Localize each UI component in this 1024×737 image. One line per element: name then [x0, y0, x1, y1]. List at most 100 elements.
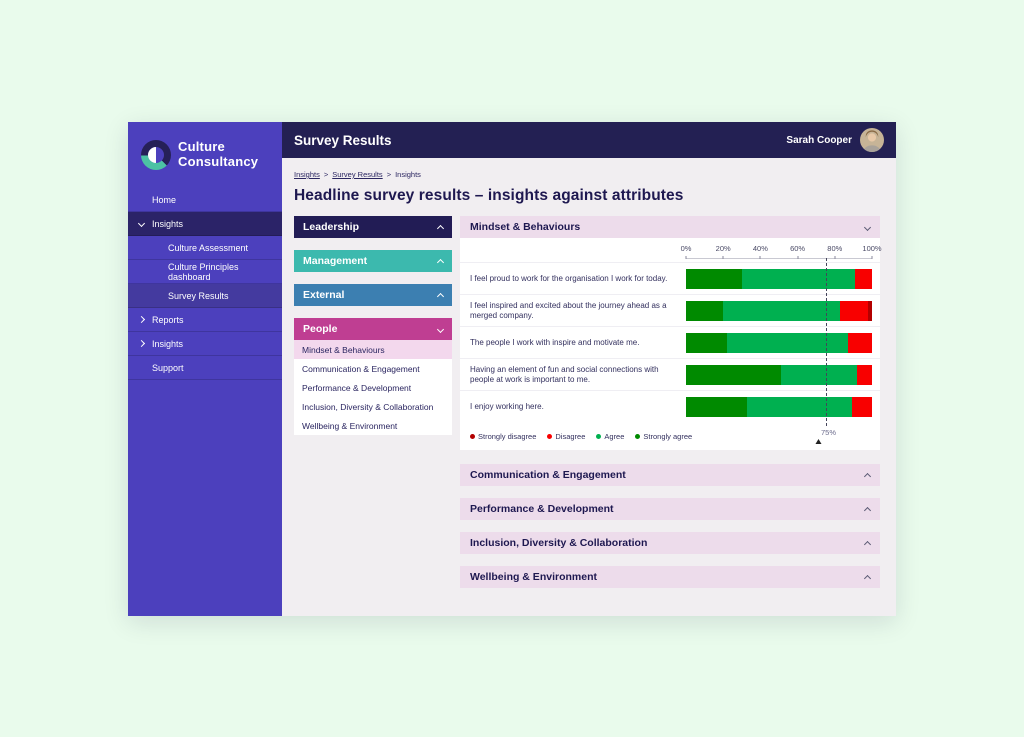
- sidebar-item-culture-assessment[interactable]: Culture Assessment: [128, 236, 282, 260]
- sidebar-item-culture-principles-dashboard[interactable]: Culture Principles dashboard: [128, 260, 282, 284]
- section-accordion-performance-development[interactable]: Performance & Development: [460, 498, 880, 520]
- sidebar-item-support[interactable]: Support: [128, 356, 282, 380]
- breadcrumb-item-insights: Insights: [395, 170, 421, 179]
- app-window: Culture Consultancy Home Insights Culture …: [128, 122, 896, 616]
- breadcrumb-item-survey-results[interactable]: Survey Results: [332, 170, 383, 179]
- category-group-external: External: [294, 284, 452, 306]
- breadcrumb-item-insights[interactable]: Insights: [294, 170, 320, 179]
- category-item-mindset-behaviours[interactable]: Mindset & Behaviours: [294, 340, 452, 359]
- top-bar: Survey Results Sarah Cooper: [282, 122, 896, 158]
- legend-label: Agree: [604, 431, 625, 441]
- survey-question-text: Having an element of fun and social conn…: [470, 364, 659, 384]
- user-name: Sarah Cooper: [786, 134, 852, 146]
- category-item-inclusion-diversity-collaboration[interactable]: Inclusion, Diversity & Collaboration: [302, 401, 434, 412]
- bar-segment-strongly_agree: [686, 364, 781, 385]
- category-group-leadership: Leadership: [294, 216, 452, 238]
- collapsed-sections: Communication & Engagement Performance & …: [460, 464, 880, 588]
- sidebar-item-label: Home: [152, 194, 177, 205]
- sidebar-nav: Home Insights Culture Assessment Culture Pr…: [128, 188, 282, 380]
- sidebar-item-reports[interactable]: Reports: [128, 308, 282, 332]
- section-accordion-wellbeing-environment[interactable]: Wellbeing & Environment: [460, 566, 880, 588]
- axis-tick-mark: [871, 256, 873, 259]
- chevron-up-icon: [863, 574, 872, 583]
- bar-segment-strongly_agree: [686, 332, 727, 353]
- columns: Leadership Management External People Mindse…: [294, 216, 882, 588]
- category-item-wellbeing-environment[interactable]: Wellbeing & Environment: [302, 420, 398, 431]
- legend-item-strongly-disagree: Strongly disagree: [470, 432, 536, 441]
- stacked-bar: [686, 396, 872, 417]
- survey-question-row: The people I work with inspire and motiv…: [460, 326, 880, 358]
- survey-question-row: I enjoy working here.: [460, 390, 880, 422]
- bar-segment-agree: [780, 364, 858, 385]
- chart-rows: I feel proud to work for the organisatio…: [460, 258, 880, 426]
- bar-segment-disagree: [851, 396, 872, 417]
- user-avatar[interactable]: [860, 128, 884, 152]
- bar-segment-disagree: [840, 300, 869, 321]
- legend-item-strongly-agree: Strongly agree: [635, 432, 692, 441]
- bar-segment-strongly_agree: [686, 396, 748, 417]
- bar-segment-disagree: [847, 332, 872, 353]
- chevron-down-icon: [436, 325, 445, 333]
- stacked-bar: [686, 268, 872, 289]
- section-accordion-mindset-behaviours[interactable]: Mindset & Behaviours: [460, 216, 880, 238]
- sidebar-item-survey-results[interactable]: Survey Results: [128, 284, 282, 308]
- chevron-up-icon: [436, 258, 445, 267]
- sidebar-item-insights[interactable]: Insights: [128, 332, 282, 356]
- sidebar-item-label: Culture Assessment: [168, 242, 249, 253]
- legend-item-disagree: Disagree: [547, 432, 585, 441]
- section-accordion-communication-engagement[interactable]: Communication & Engagement: [460, 464, 880, 486]
- sidebar-item-home[interactable]: Home: [128, 188, 282, 212]
- survey-chart-panel: 0% 20% 40% 60% 80% 100% I feel proud to work …: [460, 238, 882, 450]
- category-header-external[interactable]: External: [294, 284, 452, 306]
- category-panel: Leadership Management External People Mindse…: [294, 216, 452, 447]
- section-accordion-inclusion-diversity-collaboration[interactable]: Inclusion, Diversity & Collaboration: [460, 532, 880, 554]
- sidebar-item-insights[interactable]: Insights: [128, 212, 282, 236]
- survey-question-text: I enjoy working here.: [470, 401, 544, 411]
- chevron-up-icon: [863, 540, 872, 549]
- axis-line: [685, 256, 873, 259]
- category-header-management[interactable]: Management: [294, 250, 452, 272]
- axis-tick-label: 20%: [715, 244, 731, 253]
- stacked-bar: [686, 364, 872, 385]
- legend-label: Strongly agree: [643, 431, 693, 441]
- category-header-leadership[interactable]: Leadership: [294, 216, 452, 238]
- bar-segment-agree: [747, 396, 852, 417]
- sidebar: Culture Consultancy Home Insights Culture …: [128, 122, 282, 616]
- legend-label: Disagree: [555, 431, 586, 441]
- bar-segment-agree: [723, 300, 841, 321]
- sidebar-item-label: Culture Principles dashboard: [168, 261, 239, 282]
- category-group-people: People Mindset & Behaviours Communication …: [294, 318, 452, 435]
- survey-question-row: I feel proud to work for the organisatio…: [460, 262, 880, 294]
- main-area: Survey Results Sarah Cooper Insights > Sur…: [282, 122, 896, 616]
- survey-question-row: I feel inspired and excited about the jo…: [460, 294, 880, 326]
- page-title: Headline survey results – insights again…: [294, 187, 684, 204]
- target-value: 75%: [820, 428, 837, 437]
- axis-tick-mark: [797, 256, 799, 259]
- user-menu[interactable]: Sarah Cooper: [786, 128, 884, 152]
- axis-tick-label: 0%: [680, 244, 692, 253]
- legend-item-agree: Agree: [596, 432, 624, 441]
- survey-question-text: I feel proud to work for the organisatio…: [470, 273, 668, 283]
- avatar-photo-icon: [860, 128, 884, 152]
- brand-name: Culture Consultancy: [178, 140, 258, 169]
- category-item-performance-development[interactable]: Performance & Development: [302, 382, 412, 393]
- stacked-bar: [686, 300, 872, 321]
- category-label: People: [303, 323, 338, 335]
- sections-column: Mindset & Behaviours 0% 20% 40% 60% 80% 100% …: [460, 216, 882, 588]
- brand-line1: Culture: [178, 139, 225, 155]
- chevron-down-icon: [863, 223, 872, 231]
- axis-tick-label: 40%: [752, 244, 768, 253]
- category-item-communication-engagement[interactable]: Communication & Engagement: [302, 363, 420, 374]
- axis-tick-label: 80%: [827, 244, 843, 253]
- category-group-management: Management: [294, 250, 452, 272]
- bar-segment-disagree: [857, 364, 872, 385]
- legend-dot-icon: [635, 433, 641, 439]
- legend-dot-icon: [547, 433, 553, 439]
- axis-tick-mark: [759, 256, 761, 259]
- chevron-up-icon: [863, 506, 872, 515]
- survey-question-text: I feel inspired and excited about the jo…: [470, 300, 667, 320]
- content: Insights > Survey Results > Insights Headlin…: [282, 158, 896, 616]
- legend-dot-icon: [470, 433, 475, 439]
- chevron-up-icon: [863, 472, 872, 481]
- category-header-people[interactable]: People: [294, 318, 452, 340]
